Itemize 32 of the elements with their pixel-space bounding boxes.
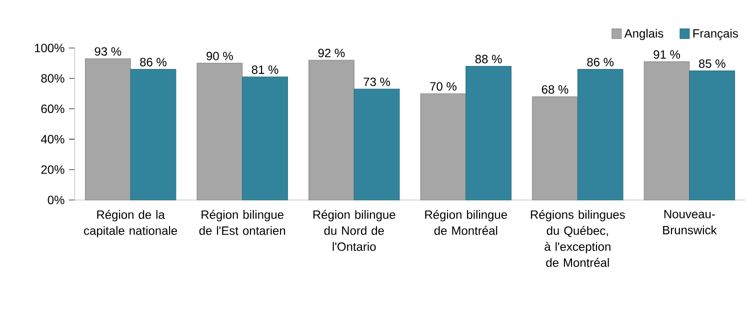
y-tick-label: 60%: [41, 104, 64, 114]
bar: [466, 66, 512, 200]
data-label: 70 %: [430, 82, 456, 91]
x-tick-label: Région de la capitale nationale: [84, 210, 178, 238]
x-tick-label: Région bilingue de Montréal: [425, 210, 508, 235]
x-tick-label: Régions bilingues du Québec, à l'exception de Montréal: [530, 210, 625, 267]
bar: [354, 88, 400, 200]
y-tick-label: 40%: [40, 134, 64, 144]
x-tick-label: Région bilingue de l'Est ontarien: [199, 210, 286, 235]
data-label: 73 %: [364, 78, 390, 86]
data-label: 86 %: [587, 58, 614, 66]
legend-label: Français: [693, 28, 738, 40]
data-label: 90 %: [206, 52, 233, 60]
x-tick-label: Nouveau-Brunswick: [663, 210, 717, 234]
y-tick-label: 80%: [41, 74, 64, 83]
bar: [577, 69, 624, 200]
data-label: 68 %: [542, 85, 568, 94]
legend-label: Anglais: [624, 28, 664, 40]
data-label: 86 %: [140, 58, 166, 66]
data-label: 85 %: [698, 59, 726, 68]
data-label: 81 %: [252, 65, 278, 74]
y-tick-label: 0%: [48, 196, 64, 204]
data-label: 93 %: [94, 47, 122, 56]
y-tick-label: 100%: [34, 44, 64, 52]
bar: [242, 76, 288, 200]
bar: [130, 69, 176, 200]
data-label: 88 %: [475, 54, 502, 64]
x-tick-label: Région bilingue du Nord de l'Ontario: [313, 210, 396, 251]
bar: [689, 70, 736, 200]
y-tick-label: 20%: [41, 165, 64, 174]
data-label: 91 %: [654, 50, 680, 59]
data-label: 92 %: [318, 48, 345, 58]
